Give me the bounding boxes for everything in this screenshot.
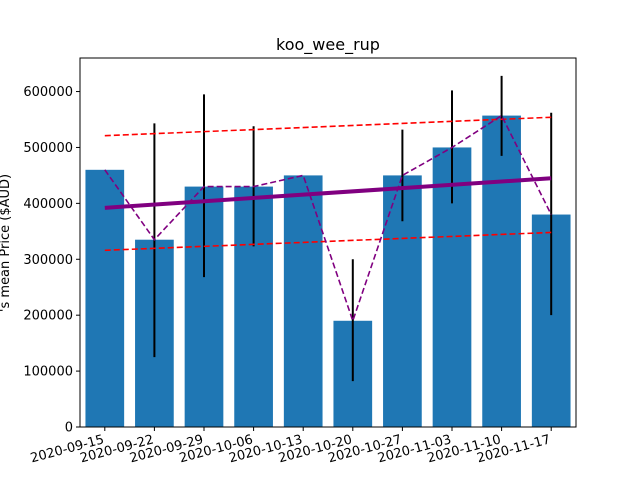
y-axis-label: 's mean Price ($AUD): [0, 174, 13, 312]
y-tick-label: 300000: [23, 253, 73, 268]
bar-2020-11-10: [482, 115, 521, 427]
plot-frame: [79, 57, 577, 428]
y-tick-label: 500000: [23, 141, 73, 156]
y-tick-label: 100000: [23, 365, 73, 380]
lines-group: [104, 114, 552, 324]
chart-title: koo_wee_rup: [276, 35, 380, 55]
y-tick-label: 400000: [23, 197, 73, 212]
y-tick-label: 200000: [23, 309, 73, 324]
upper-band-line: [104, 116, 552, 137]
lower-band-line: [104, 231, 552, 252]
bar-2020-09-15: [85, 169, 125, 427]
values-connector-line: [104, 114, 552, 324]
trend-line: [104, 176, 552, 210]
y-tick-label: 0: [65, 421, 73, 436]
bars-group: [85, 115, 571, 428]
y-tick-label: 600000: [23, 85, 73, 100]
bar-2020-10-13: [283, 175, 323, 427]
axes-group: 0100000200000300000400000500000600000202…: [23, 57, 577, 466]
